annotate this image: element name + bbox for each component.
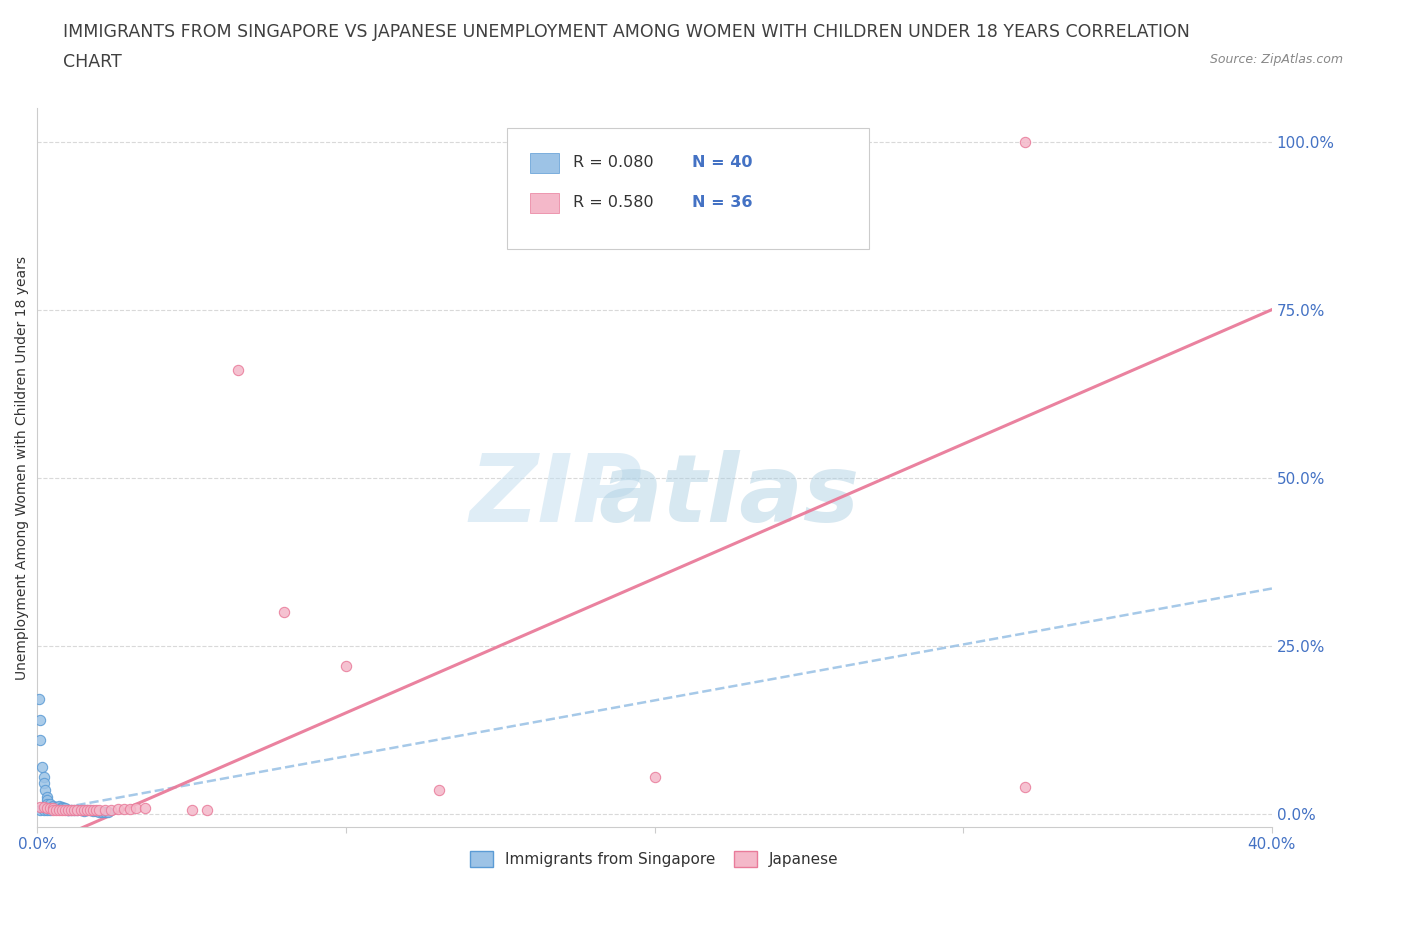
Y-axis label: Unemployment Among Women with Children Under 18 years: Unemployment Among Women with Children U…: [15, 256, 30, 680]
Point: [1014, 134, 1036, 149]
Point: [91, 804, 114, 819]
Point: [1014, 779, 1036, 794]
Point: [30, 800, 52, 815]
Text: R = 0.080: R = 0.080: [572, 155, 654, 170]
Point: [48, 798, 70, 813]
Point: [107, 802, 129, 817]
Point: [76, 803, 98, 817]
Text: CHART: CHART: [63, 53, 122, 71]
Point: [94, 804, 117, 819]
Point: [87, 804, 110, 819]
Point: [38, 801, 60, 816]
Point: [226, 363, 249, 378]
Point: [35, 792, 58, 807]
Point: [31, 759, 53, 774]
Point: [32, 803, 55, 817]
Point: [32, 769, 55, 784]
Point: [42, 800, 65, 815]
Point: [69, 803, 91, 817]
Point: [42, 798, 65, 813]
Point: [66, 803, 89, 817]
Point: [79, 803, 101, 817]
Point: [82, 803, 104, 817]
Text: atlas: atlas: [598, 450, 859, 542]
Point: [32, 800, 55, 815]
Point: [87, 803, 110, 817]
Point: [51, 801, 73, 816]
Point: [35, 801, 58, 816]
Point: [53, 801, 76, 816]
Point: [51, 800, 73, 815]
Point: [35, 803, 58, 817]
Point: [97, 804, 120, 819]
Point: [82, 804, 104, 818]
Point: [53, 803, 76, 817]
Point: [72, 803, 94, 817]
Point: [60, 803, 83, 817]
Point: [45, 800, 67, 815]
Point: [125, 801, 148, 816]
Point: [94, 803, 117, 817]
Point: [63, 803, 86, 817]
Point: [195, 803, 218, 817]
Point: [38, 800, 60, 815]
Text: ZIP: ZIP: [470, 450, 643, 542]
Point: [28, 692, 51, 707]
Point: [30, 803, 52, 817]
Point: [58, 803, 80, 817]
Point: [48, 800, 70, 815]
Point: [335, 658, 357, 673]
Text: Source: ZipAtlas.com: Source: ZipAtlas.com: [1209, 53, 1343, 66]
Point: [58, 803, 80, 817]
Point: [180, 803, 202, 817]
Point: [42, 803, 65, 817]
Point: [30, 712, 52, 727]
Point: [45, 803, 67, 817]
Point: [63, 803, 86, 817]
Point: [84, 803, 107, 817]
Text: IMMIGRANTS FROM SINGAPORE VS JAPANESE UNEMPLOYMENT AMONG WOMEN WITH CHILDREN UND: IMMIGRANTS FROM SINGAPORE VS JAPANESE UN…: [63, 23, 1189, 41]
Point: [66, 803, 89, 817]
Legend: Immigrants from Singapore, Japanese: Immigrants from Singapore, Japanese: [464, 845, 845, 873]
Point: [79, 803, 101, 817]
Text: R = 0.580: R = 0.580: [572, 195, 654, 210]
Text: N = 36: N = 36: [692, 195, 752, 210]
Point: [69, 803, 91, 817]
Point: [76, 803, 98, 817]
Point: [35, 796, 58, 811]
Point: [72, 804, 94, 818]
Point: [30, 732, 52, 747]
Point: [100, 803, 122, 817]
Point: [34, 783, 56, 798]
Point: [644, 769, 666, 784]
Point: [427, 783, 450, 798]
Point: [32, 776, 55, 790]
Point: [134, 801, 156, 816]
Point: [42, 801, 65, 816]
Point: [45, 801, 67, 816]
Point: [273, 604, 295, 619]
Point: [60, 803, 83, 817]
Point: [84, 804, 107, 818]
Point: [51, 803, 73, 817]
Point: [112, 802, 135, 817]
Point: [48, 803, 70, 817]
Point: [38, 803, 60, 817]
Point: [38, 796, 60, 811]
Point: [118, 802, 141, 817]
Point: [35, 790, 58, 804]
Point: [58, 803, 80, 817]
Text: N = 40: N = 40: [692, 155, 752, 170]
